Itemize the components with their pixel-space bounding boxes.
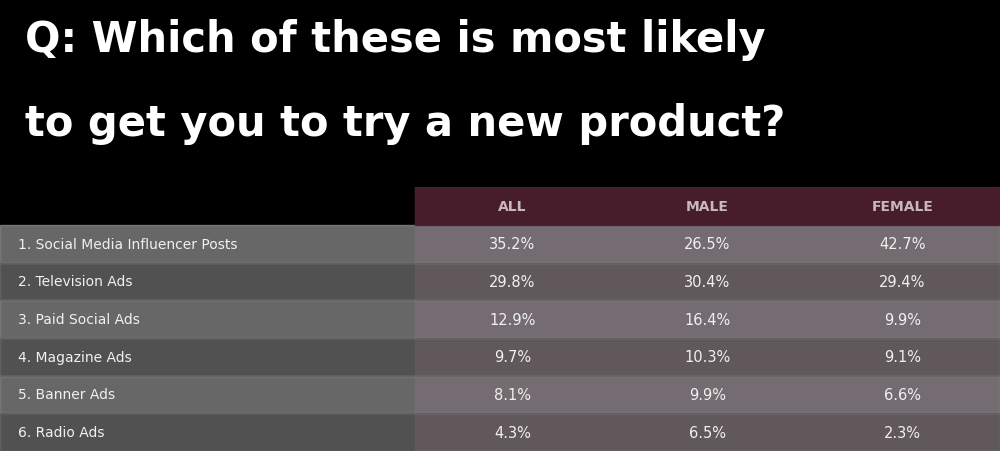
Text: 8.1%: 8.1% bbox=[494, 387, 531, 402]
Text: 10.3%: 10.3% bbox=[684, 350, 731, 364]
Bar bbox=[0, 263, 1000, 301]
Text: 29.8%: 29.8% bbox=[489, 274, 536, 289]
Text: to get you to try a new product?: to get you to try a new product? bbox=[25, 103, 785, 145]
Text: 6. Radio Ads: 6. Radio Ads bbox=[18, 425, 104, 439]
Text: 4.3%: 4.3% bbox=[494, 425, 531, 440]
Text: 29.4%: 29.4% bbox=[879, 274, 926, 289]
Text: 9.9%: 9.9% bbox=[884, 312, 921, 327]
Text: 4. Magazine Ads: 4. Magazine Ads bbox=[18, 350, 132, 364]
Bar bbox=[415, 187, 1000, 226]
Bar bbox=[0, 414, 1000, 451]
Text: 26.5%: 26.5% bbox=[684, 237, 731, 252]
Text: 9.1%: 9.1% bbox=[884, 350, 921, 364]
Text: 3. Paid Social Ads: 3. Paid Social Ads bbox=[18, 313, 140, 327]
Text: 9.7%: 9.7% bbox=[494, 350, 531, 364]
Text: 9.9%: 9.9% bbox=[689, 387, 726, 402]
Bar bbox=[0, 338, 1000, 376]
Text: 42.7%: 42.7% bbox=[879, 237, 926, 252]
Text: 1. Social Media Influencer Posts: 1. Social Media Influencer Posts bbox=[18, 237, 238, 251]
Text: 30.4%: 30.4% bbox=[684, 274, 731, 289]
Text: 6.6%: 6.6% bbox=[884, 387, 921, 402]
Text: 6.5%: 6.5% bbox=[689, 425, 726, 440]
Text: 12.9%: 12.9% bbox=[489, 312, 536, 327]
Bar bbox=[0, 226, 1000, 263]
Bar bbox=[0, 376, 1000, 414]
Text: MALE: MALE bbox=[686, 199, 729, 213]
Text: 16.4%: 16.4% bbox=[684, 312, 731, 327]
Text: ALL: ALL bbox=[498, 199, 527, 213]
Text: 35.2%: 35.2% bbox=[489, 237, 536, 252]
Text: Q: Which of these is most likely: Q: Which of these is most likely bbox=[25, 18, 766, 60]
Bar bbox=[415, 187, 1000, 451]
Text: 2.3%: 2.3% bbox=[884, 425, 921, 440]
Text: 5. Banner Ads: 5. Banner Ads bbox=[18, 387, 115, 401]
Text: 2. Television Ads: 2. Television Ads bbox=[18, 275, 132, 289]
Text: FEMALE: FEMALE bbox=[872, 199, 933, 213]
Bar bbox=[0, 301, 1000, 338]
